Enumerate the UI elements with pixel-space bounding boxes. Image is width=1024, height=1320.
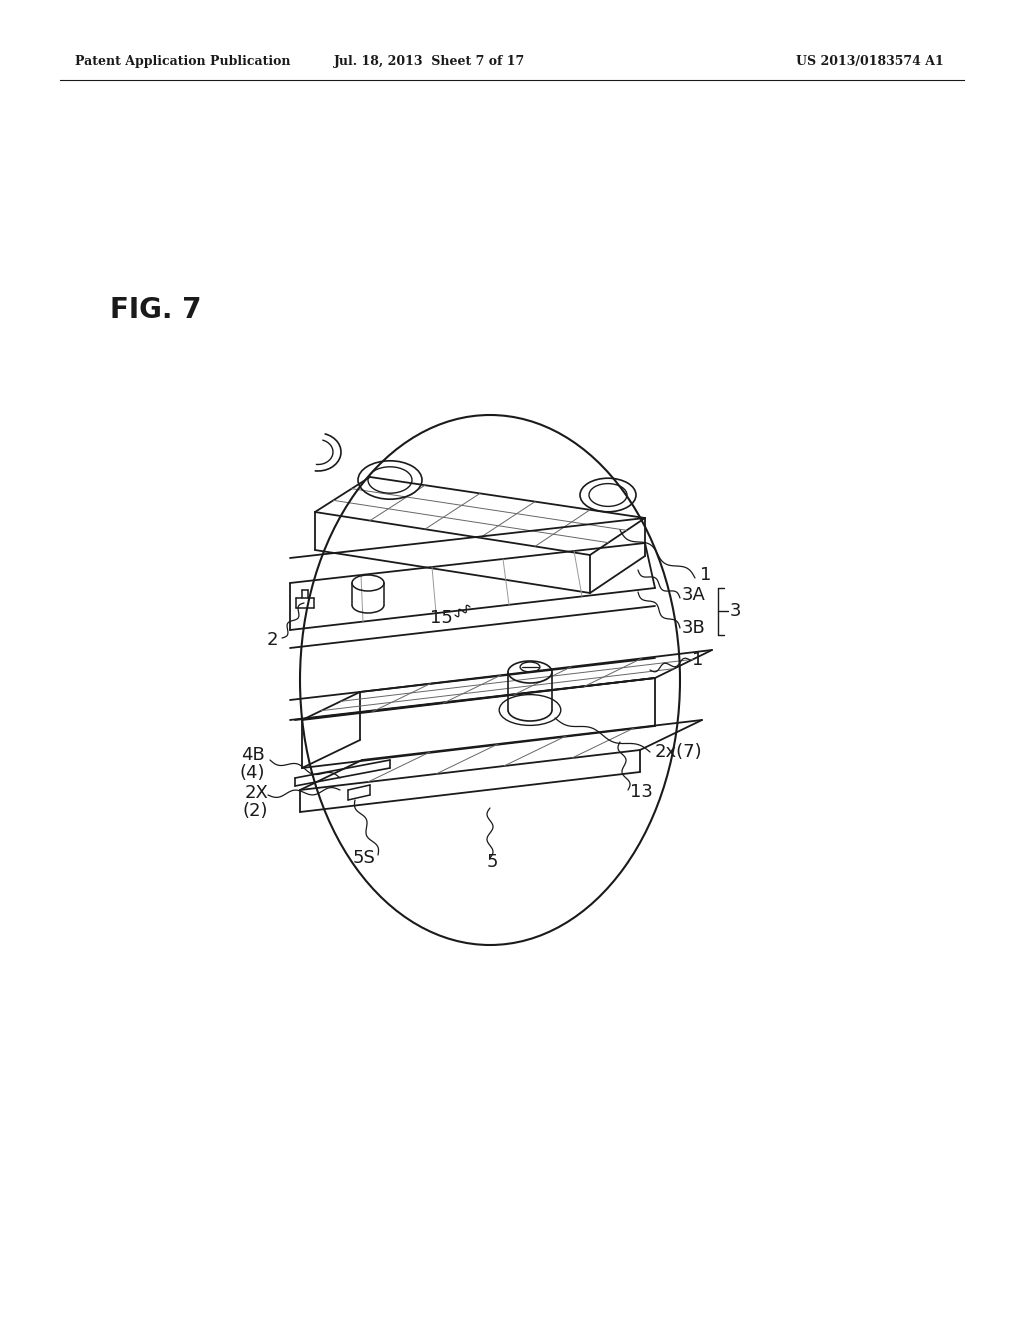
Text: 5S: 5S <box>352 849 375 867</box>
Text: 3A: 3A <box>682 586 706 605</box>
Text: 2x(7): 2x(7) <box>655 743 702 762</box>
Text: 1: 1 <box>700 566 712 583</box>
Text: Patent Application Publication: Patent Application Publication <box>75 55 291 69</box>
Text: 5: 5 <box>486 853 498 871</box>
Text: 13: 13 <box>630 783 653 801</box>
Text: 3B: 3B <box>682 619 706 638</box>
Text: 2: 2 <box>266 631 278 649</box>
Text: US 2013/0183574 A1: US 2013/0183574 A1 <box>796 55 944 69</box>
Text: 4B: 4B <box>242 746 265 764</box>
Text: 1: 1 <box>692 651 703 669</box>
Text: (2): (2) <box>243 803 268 820</box>
Text: Jul. 18, 2013  Sheet 7 of 17: Jul. 18, 2013 Sheet 7 of 17 <box>335 55 525 69</box>
Text: (4): (4) <box>240 764 265 781</box>
Text: 15: 15 <box>430 609 453 627</box>
Text: 3: 3 <box>730 602 741 620</box>
Text: FIG. 7: FIG. 7 <box>110 296 202 323</box>
Text: 2X: 2X <box>244 784 268 803</box>
